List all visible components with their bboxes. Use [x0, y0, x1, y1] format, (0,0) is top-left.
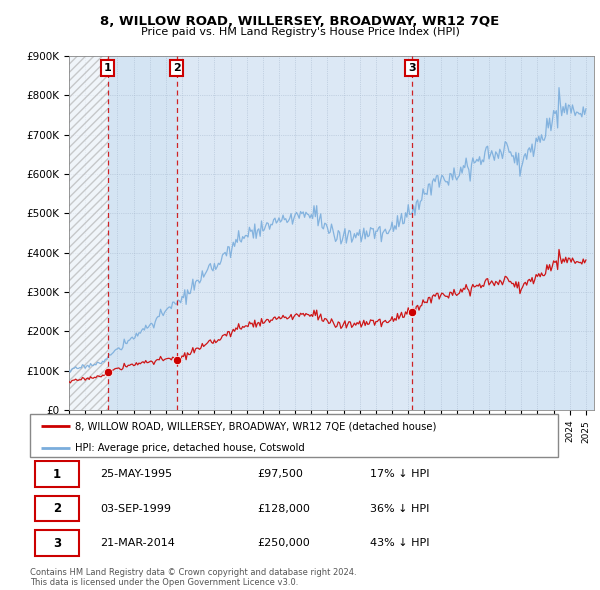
Text: 03-SEP-1999: 03-SEP-1999	[100, 503, 171, 513]
Text: Contains HM Land Registry data © Crown copyright and database right 2024.
This d: Contains HM Land Registry data © Crown c…	[30, 568, 356, 587]
FancyBboxPatch shape	[30, 414, 558, 457]
Bar	[412, 56, 594, 410]
Text: Price paid vs. HM Land Registry's House Price Index (HPI): Price paid vs. HM Land Registry's House …	[140, 27, 460, 37]
Bar	[69, 56, 107, 410]
Text: HPI: Average price, detached house, Cotswold: HPI: Average price, detached house, Cots…	[75, 442, 305, 453]
Bar	[107, 56, 177, 410]
Bar	[69, 56, 107, 410]
Text: 21-MAR-2014: 21-MAR-2014	[100, 538, 175, 548]
Text: £250,000: £250,000	[257, 538, 310, 548]
Text: 8, WILLOW ROAD, WILLERSEY, BROADWAY, WR12 7QE (detached house): 8, WILLOW ROAD, WILLERSEY, BROADWAY, WR1…	[75, 421, 436, 431]
FancyBboxPatch shape	[35, 530, 79, 556]
Text: 17% ↓ HPI: 17% ↓ HPI	[370, 469, 430, 479]
Text: 3: 3	[408, 63, 416, 73]
Text: 1: 1	[104, 63, 112, 73]
Text: 25-MAY-1995: 25-MAY-1995	[100, 469, 172, 479]
Text: 3: 3	[53, 536, 61, 549]
Text: 1: 1	[53, 467, 61, 480]
FancyBboxPatch shape	[35, 461, 79, 487]
Text: 36% ↓ HPI: 36% ↓ HPI	[370, 503, 430, 513]
Text: £97,500: £97,500	[257, 469, 302, 479]
Text: 2: 2	[173, 63, 181, 73]
Text: 43% ↓ HPI: 43% ↓ HPI	[370, 538, 430, 548]
Text: £128,000: £128,000	[257, 503, 310, 513]
FancyBboxPatch shape	[35, 496, 79, 521]
Text: 8, WILLOW ROAD, WILLERSEY, BROADWAY, WR12 7QE: 8, WILLOW ROAD, WILLERSEY, BROADWAY, WR1…	[100, 15, 500, 28]
Text: 2: 2	[53, 502, 61, 515]
